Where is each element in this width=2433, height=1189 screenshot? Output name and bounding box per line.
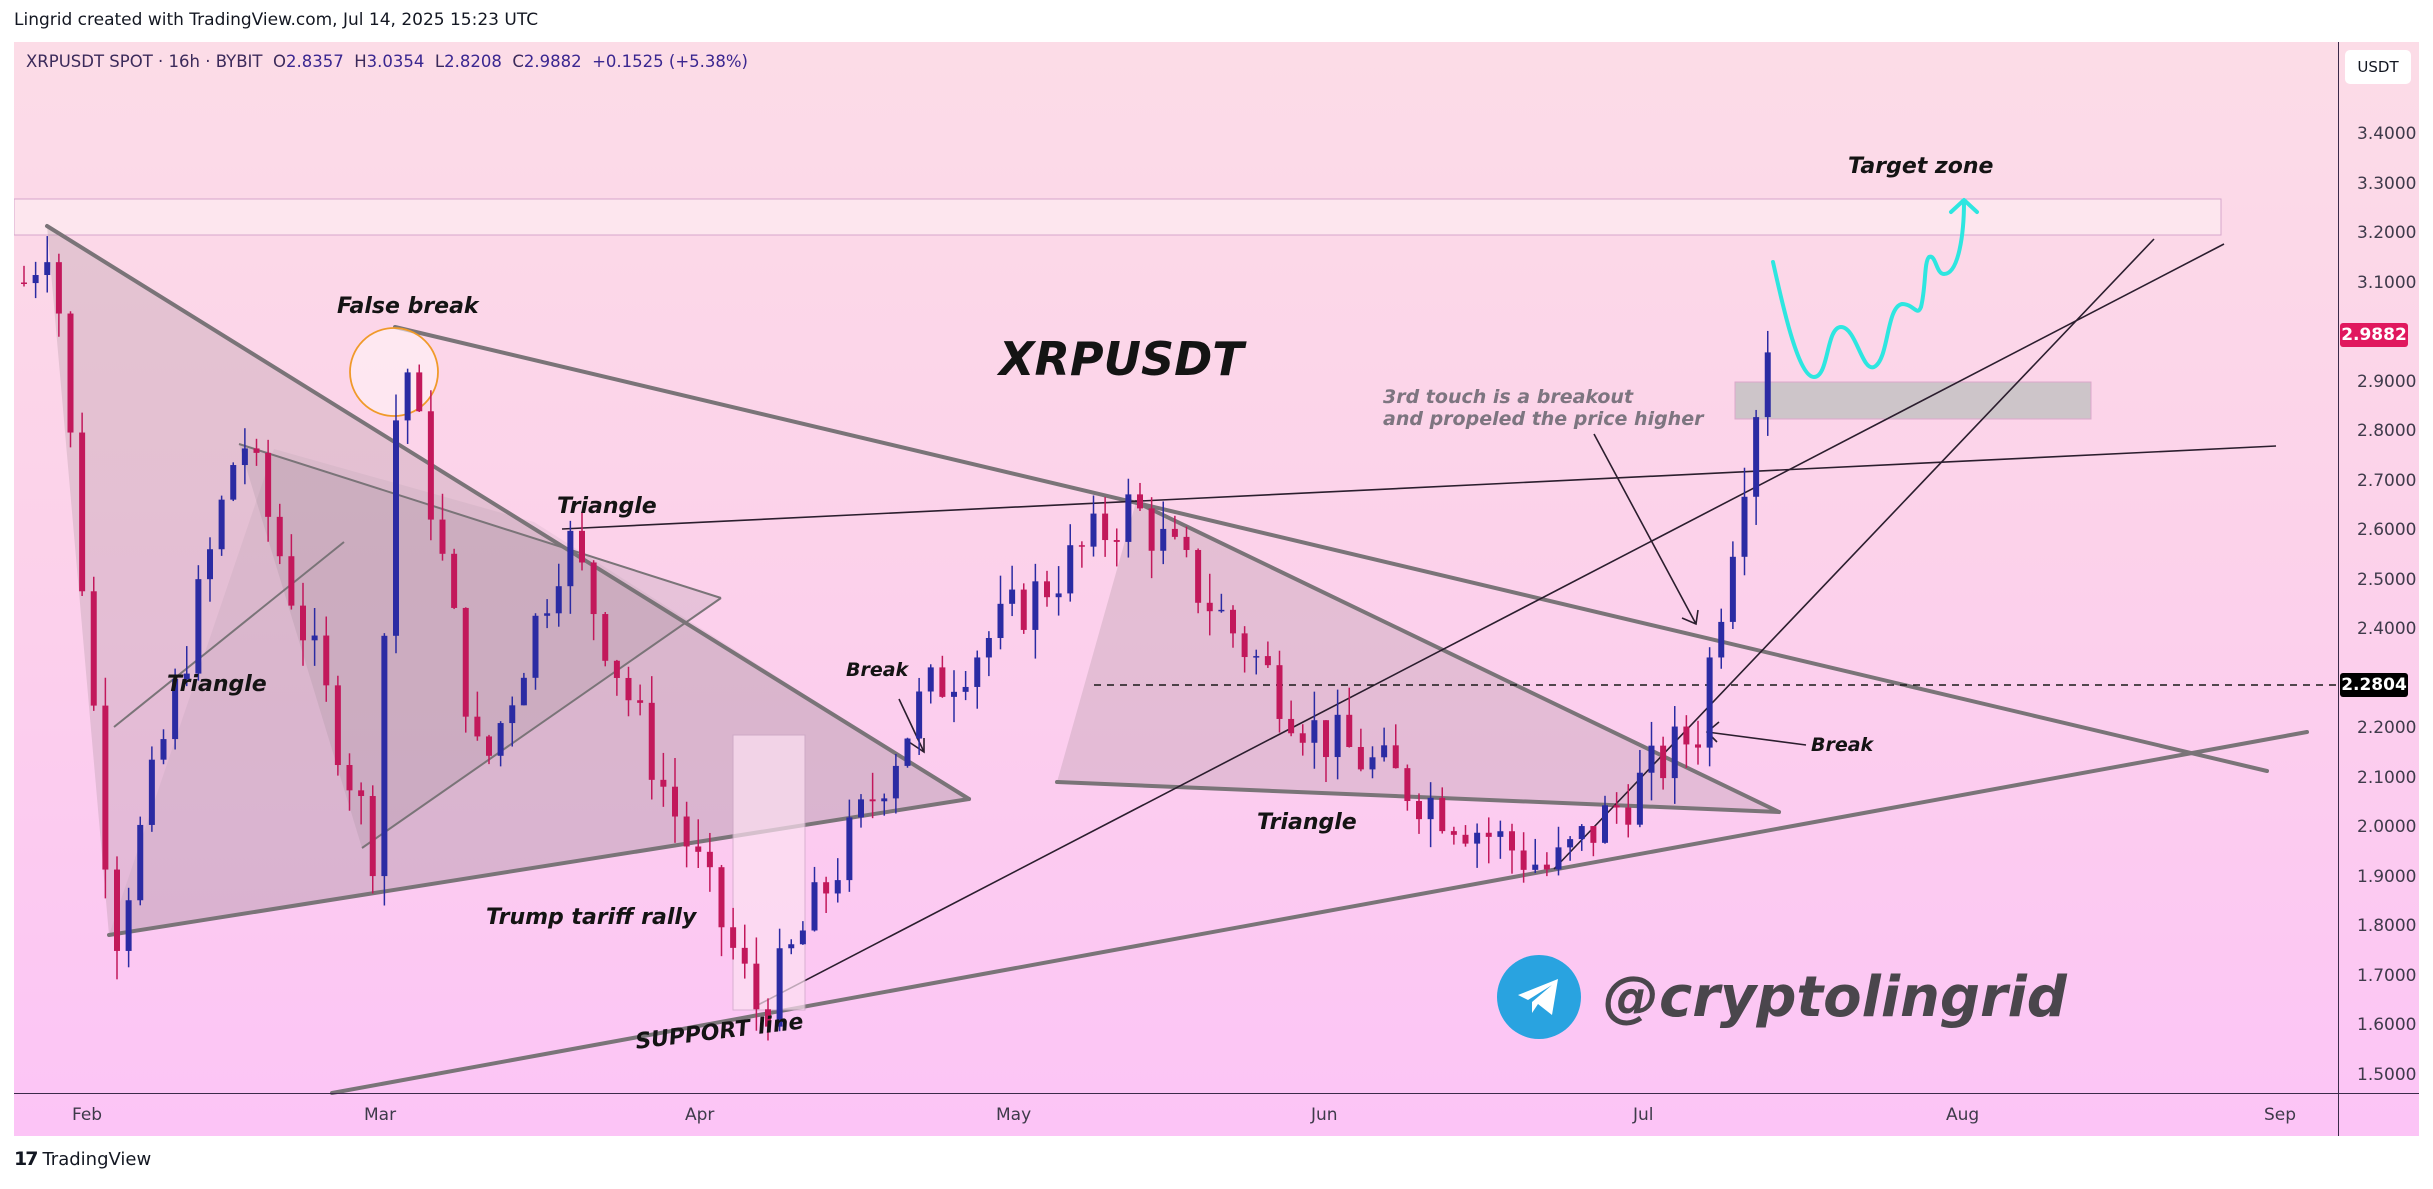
breakout-note: 3rd touch is a breakout and propeled the… <box>1383 386 1704 430</box>
retest-zone-box <box>1734 381 2092 420</box>
time-label-apr: Apr <box>685 1105 715 1125</box>
price-tick: 2.0000 <box>2357 817 2417 837</box>
last-price-tag: 2.9882 <box>2340 323 2408 347</box>
break-label-2: Break <box>1811 734 1874 756</box>
price-tick: 1.7000 <box>2357 965 2417 986</box>
price-tick: 2.8000 <box>2357 421 2417 441</box>
price-tick: 3.3000 <box>2357 173 2417 194</box>
chart-area[interactable]: XRPUSDT SPOT · 16h · BYBIT O2.8357 H3.03… <box>14 42 2419 1136</box>
low-value: 2.8208 <box>444 52 502 71</box>
change-value: +0.1525 (+5.38%) <box>592 52 748 71</box>
watermark-handle: @cryptolingrid <box>1603 964 2067 1030</box>
trump-rally-label: Trump tariff rally <box>486 905 697 930</box>
close-value: 2.9882 <box>523 52 582 71</box>
price-tick: 2.9000 <box>2357 371 2417 392</box>
triangle-label-2: Triangle <box>557 494 657 519</box>
projection-path <box>1771 198 1979 379</box>
target-zone-label: Target zone <box>1848 154 1994 179</box>
price-tick: 3.2000 <box>2357 223 2417 243</box>
time-axis[interactable] <box>14 1093 2419 1137</box>
price-tick: 2.7000 <box>2357 470 2417 491</box>
price-tick: 2.1000 <box>2357 767 2417 788</box>
chart-canvas[interactable] <box>14 42 2419 1136</box>
price-tick: 1.8000 <box>2357 916 2417 936</box>
price-tick: 1.9000 <box>2357 866 2417 887</box>
time-label-feb: Feb <box>72 1105 103 1125</box>
price-tick: 3.4000 <box>2357 124 2417 144</box>
symbol-legend: XRPUSDT SPOT · 16h · BYBIT O2.8357 H3.03… <box>26 52 748 71</box>
price-tick: 3.1000 <box>2357 272 2417 293</box>
time-label-jun: Jun <box>1311 1105 1338 1125</box>
time-label-sep: Sep <box>2264 1105 2297 1125</box>
false-break-label: False break <box>337 294 479 319</box>
triangle-label-3: Triangle <box>1257 810 1357 835</box>
attribution: Lingrid created with TradingView.com, Ju… <box>14 10 539 30</box>
open-value: 2.8357 <box>285 52 344 71</box>
telegram-icon <box>1497 955 1581 1039</box>
tradingview-brand: TradingView <box>42 1148 152 1170</box>
price-tick: 2.4000 <box>2357 619 2417 639</box>
symbol-info: XRPUSDT SPOT · 16h · BYBIT <box>26 52 263 71</box>
time-label-mar: Mar <box>364 1105 397 1125</box>
false-break-circle <box>349 327 439 417</box>
tradingview-logo-icon: 17 <box>14 1148 38 1170</box>
price-tick: 1.5000 <box>2357 1064 2417 1085</box>
tradingview-footer[interactable]: 17 TradingView <box>14 1148 151 1170</box>
time-label-may: May <box>996 1105 1032 1125</box>
crosshair-price-tag: 2.2804 <box>2340 673 2408 697</box>
high-value: 3.0354 <box>366 52 425 71</box>
telegram-watermark: @cryptolingrid <box>1497 955 2067 1039</box>
break-label-1: Break <box>846 659 909 681</box>
price-tick: 2.6000 <box>2357 520 2417 540</box>
triangle-label-1: Triangle <box>167 672 267 697</box>
target-zone-box <box>14 198 2222 236</box>
time-label-jul: Jul <box>1633 1105 1654 1125</box>
candlesticks <box>21 236 1771 1041</box>
time-label-aug: Aug <box>1946 1105 1980 1125</box>
price-axis[interactable] <box>2338 42 2420 1136</box>
triangle-sub-fill <box>239 444 721 848</box>
currency-button[interactable]: USDT <box>2345 50 2411 84</box>
triangle-3-fill <box>1057 502 1779 812</box>
price-tick: 2.5000 <box>2357 569 2417 590</box>
price-tick: 2.2000 <box>2357 718 2417 738</box>
price-tick: 1.6000 <box>2357 1015 2417 1035</box>
chart-title-annotation: XRPUSDT <box>999 332 1244 386</box>
